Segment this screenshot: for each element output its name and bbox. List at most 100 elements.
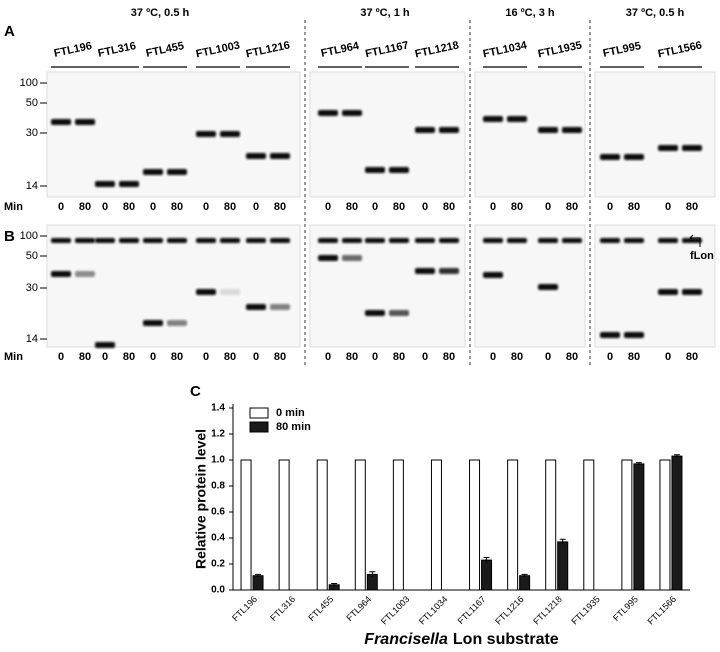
marker-label: 14 [26,180,38,192]
min-label: Min [4,201,23,213]
band [439,127,459,133]
lane-label: 0 [665,201,671,213]
y-tick-label: 1.0 [211,455,225,466]
substrate-label: FTL455 [145,40,185,60]
substrate-label: FTL1003 [195,39,241,60]
band [318,238,338,243]
band [624,154,644,160]
band [507,116,527,122]
x-tick-label: FTL964 [344,594,373,623]
band [220,131,240,137]
lane-label: 80 [393,351,405,363]
x-tick-label: FTL1935 [569,594,602,627]
marker-label: 100 [20,77,38,89]
band [318,255,338,261]
band [600,238,620,243]
band [562,127,582,133]
band [439,268,459,274]
y-axis-label: Relative protein level [193,429,209,569]
band [318,110,338,116]
error-bar [521,573,528,577]
blot [309,71,466,198]
lane-label: 80 [566,351,578,363]
lane-label: 0 [203,201,209,213]
band [167,169,187,175]
band [196,238,216,243]
band [682,145,702,151]
bar [392,459,404,591]
lane-label: 0 [102,201,108,213]
blot [46,224,301,348]
bar [545,459,557,591]
lane-label: 0 [253,201,259,213]
y-tick-label: 0.6 [211,507,225,518]
band [658,289,678,295]
lane-label: 0 [422,351,428,363]
blot [594,224,716,348]
bar [671,455,683,591]
band [682,289,702,295]
min-label: Min [4,351,23,363]
bar [583,459,595,591]
bar [519,575,531,591]
lane-label: 0 [490,351,496,363]
lane-label: 0 [545,201,551,213]
marker-label: 30 [26,282,38,294]
band [365,310,385,316]
legend-swatch [249,407,269,419]
lane-label: 80 [274,201,286,213]
band [95,342,115,348]
band [483,272,503,278]
lane-label: 0 [150,201,156,213]
y-tick-label: 0.2 [211,559,225,570]
lane-label: 80 [566,201,578,213]
band [51,238,71,243]
substrate-label: FTL1935 [537,39,583,60]
lane-label: 80 [346,201,358,213]
blot [474,71,586,198]
lane-label: 80 [393,201,405,213]
band [439,238,459,243]
marker-label: 100 [20,230,38,242]
lane-label: 80 [224,351,236,363]
bar [240,459,252,591]
lane-label: 0 [607,201,613,213]
band [51,271,71,277]
band [624,332,644,338]
bar [354,459,366,591]
bar [469,459,481,591]
y-tick-label: 0.4 [211,533,225,544]
marker-label: 30 [26,127,38,139]
blot [594,71,716,198]
marker-label: 50 [26,250,38,262]
band [562,238,582,243]
band [167,238,187,243]
band [365,238,385,243]
lane-label: 80 [628,351,640,363]
band [119,181,139,187]
band [483,238,503,243]
lane-label: 80 [686,351,698,363]
error-bar [483,557,490,563]
lane-label: 0 [58,351,64,363]
lane-label: 80 [443,351,455,363]
bar [507,459,519,591]
error-bar [331,583,338,587]
band [246,238,266,243]
y-tick-label: 0.8 [211,481,225,492]
x-tick-label: FTL1566 [646,594,679,627]
lane-label: 0 [422,201,428,213]
x-tick-label: FTL1034 [417,594,450,627]
lane-label: 0 [325,201,331,213]
annotation-arrow [689,234,701,247]
band [75,271,95,277]
error-bar [635,462,642,466]
band [389,238,409,243]
band [342,238,362,243]
lane-label: 80 [628,201,640,213]
lane-label: 0 [58,201,64,213]
x-tick-label: FTL1218 [531,594,564,627]
x-tick-label: FTL1003 [379,594,412,627]
x-tick-label: FTL1216 [493,594,526,627]
band [167,320,187,326]
